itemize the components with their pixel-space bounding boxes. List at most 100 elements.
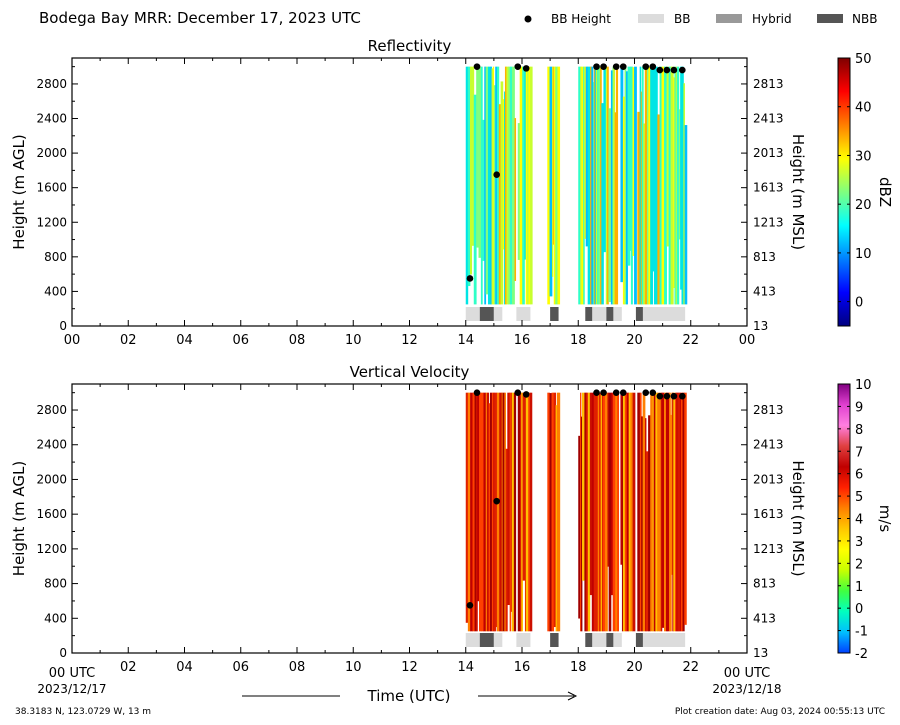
data-streak [553, 392, 557, 628]
data-streak [600, 392, 603, 632]
y-right-tick-label: 1213 [753, 542, 784, 556]
x-tick-label: 20 [626, 660, 643, 675]
bb-height-point [514, 389, 522, 396]
data-streak [593, 392, 597, 632]
data-streak [650, 66, 653, 305]
data-streak [679, 392, 682, 632]
data-streak [502, 392, 505, 632]
data-streak [486, 392, 490, 632]
y-right-tick-label: 13 [753, 646, 768, 660]
data-streak [622, 392, 626, 632]
x-tick-label: 02 [120, 333, 137, 348]
colorbar-tick-label: 10 [855, 378, 872, 393]
data-streak [674, 66, 677, 305]
bb-height-points [466, 63, 686, 282]
data-streak [524, 66, 527, 260]
x-tick-label: 06 [232, 660, 249, 675]
data-streak [680, 66, 682, 290]
data-streak [653, 66, 657, 305]
data-streak [501, 392, 503, 632]
x-tick-label: 12 [401, 660, 418, 675]
bb-height-point [670, 392, 678, 400]
data-streak [578, 435, 581, 619]
x-tick-label: 02 [120, 660, 137, 675]
data-streak [601, 392, 604, 632]
bb-height-point [679, 392, 686, 400]
y-axis-label-right: Height (m MSL) [789, 134, 807, 250]
colorbar [837, 57, 851, 327]
data-field [465, 66, 688, 305]
data-streak [612, 392, 616, 632]
data-streak [580, 392, 582, 632]
data-streak [682, 392, 685, 632]
data-streak [508, 66, 511, 305]
legend-bb-height-label: BB Height [551, 12, 611, 26]
data-streak [489, 392, 493, 632]
data-streak [586, 392, 589, 632]
y-axis-label: Height (m AGL) [10, 461, 28, 576]
colorbar-tick-label: 0 [855, 296, 863, 311]
y-tick-label: 2000 [36, 472, 67, 486]
x-tick-label: 14 [457, 333, 474, 348]
bb-type-bb-bar [516, 307, 531, 321]
data-streak [496, 66, 500, 305]
data-streak [493, 392, 495, 632]
bb-height-point [649, 389, 657, 396]
data-streak [510, 392, 513, 612]
data-streak [642, 392, 646, 632]
data-streak [659, 392, 662, 632]
data-streak [629, 66, 632, 251]
y-tick-label: 2400 [36, 438, 67, 452]
data-streak [597, 66, 599, 305]
data-streak [555, 405, 558, 632]
colorbar-label: m/s [876, 505, 894, 533]
x-tick-label: 18 [570, 660, 587, 675]
data-streak [581, 66, 584, 305]
bb-type-nbb-bar [585, 633, 593, 647]
colorbar-tick-label: 3 [855, 535, 863, 550]
data-streak [613, 66, 616, 305]
data-streak [491, 392, 494, 632]
data-streak [612, 66, 614, 305]
bb-height-point [593, 63, 600, 70]
data-streak [500, 81, 504, 305]
bb-height-point [593, 389, 600, 396]
data-streak [626, 71, 628, 305]
data-streak [597, 392, 600, 632]
data-streak [675, 392, 677, 632]
legend-bb-swatch [638, 14, 664, 23]
data-streak [527, 66, 529, 305]
y-tick-label: 2800 [36, 403, 67, 417]
data-streak [473, 94, 477, 305]
data-streak [505, 448, 508, 632]
legend-nbb-swatch [817, 14, 843, 23]
y-tick-label: 400 [44, 611, 67, 625]
data-streak [555, 66, 558, 305]
data-streak [580, 66, 582, 305]
colorbar-tick-label: 1 [855, 580, 863, 595]
bb-height-point [656, 392, 664, 400]
bb-height-point [466, 601, 474, 609]
y-right-tick-label: 2413 [753, 112, 784, 126]
x-tick-label: 18 [570, 333, 587, 348]
creation-date-text: Plot creation date: Aug 03, 2024 00:55:1… [675, 707, 885, 717]
figure-title: Bodega Bay MRR: December 17, 2023 UTC [39, 9, 361, 27]
legend-hybrid-swatch [716, 14, 742, 23]
data-streak [641, 66, 644, 305]
bb-type-strip [465, 633, 686, 647]
data-streak [549, 66, 553, 297]
data-streak [644, 418, 647, 632]
data-streak [528, 392, 531, 632]
y-tick-label: 1600 [36, 181, 67, 195]
data-streak [610, 392, 614, 596]
bb-type-nbb-bar [606, 633, 614, 647]
data-streak [614, 112, 617, 305]
data-streak [513, 392, 517, 632]
colorbar-tick-label: 7 [855, 445, 863, 460]
bb-height-point [679, 66, 686, 74]
data-streak [512, 66, 515, 305]
bb-height-point [522, 65, 530, 72]
data-streak [589, 392, 593, 596]
bb-height-point [473, 389, 481, 396]
x-end-tick-label: 00 UTC [724, 666, 770, 681]
